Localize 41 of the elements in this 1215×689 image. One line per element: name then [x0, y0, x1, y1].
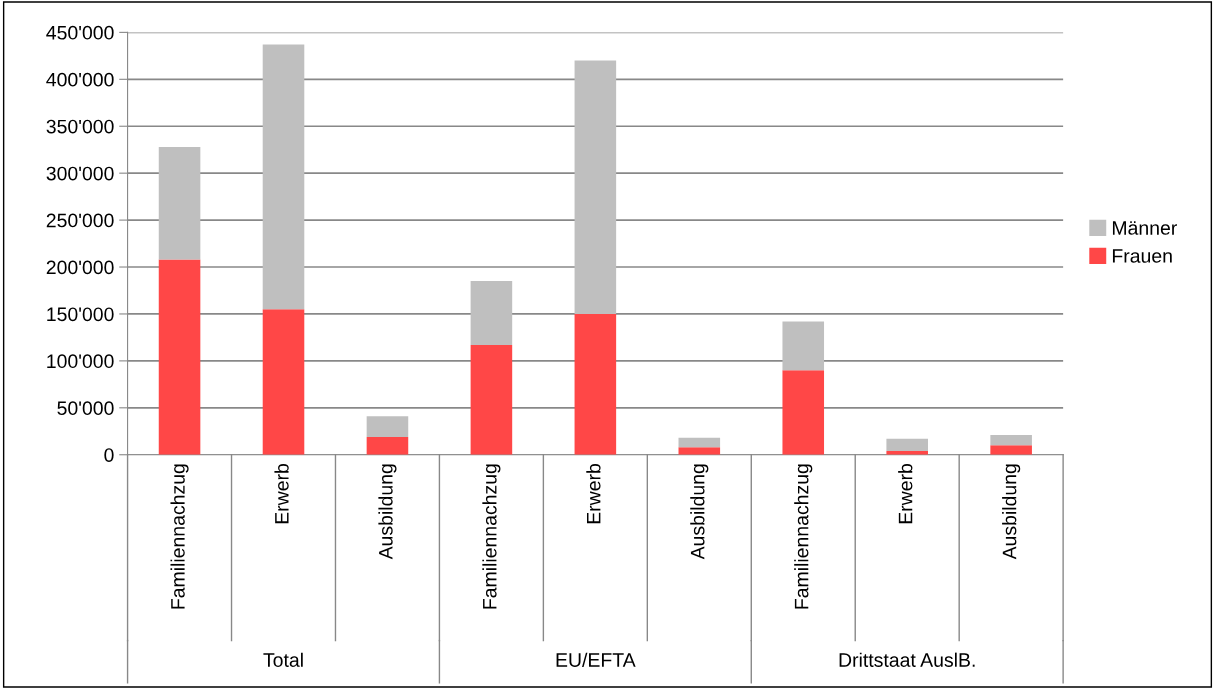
x-tick-label: Erwerb	[586, 464, 601, 524]
bar	[366, 436, 409, 455]
bar	[782, 370, 825, 455]
y-tick-label: 200'000	[46, 260, 114, 275]
bar	[158, 259, 201, 455]
bar	[990, 435, 1032, 446]
legend-label: Frauen	[1112, 249, 1172, 263]
bar	[574, 313, 617, 455]
y-tick-label: 300'000	[46, 166, 114, 181]
y-tick-label: 100'000	[47, 354, 114, 369]
x-tick-label: Erwerb	[898, 464, 913, 524]
text: EU/EFTA	[556, 652, 636, 667]
bar	[574, 60, 617, 314]
bar	[470, 344, 513, 455]
x-tick-label: Familiennachzug	[482, 464, 501, 609]
x-tick-label: Ausbildung	[378, 464, 397, 560]
bar	[262, 44, 305, 310]
bar	[782, 321, 825, 371]
bar	[158, 146, 201, 260]
x-tick-label: Familiennachzug	[794, 464, 813, 609]
bar	[990, 445, 1032, 455]
y-tick-label: 400'000	[46, 72, 114, 87]
bar	[678, 437, 721, 448]
x-tick-label: Ausbildung	[690, 464, 709, 560]
y-tick-label: 250'000	[46, 213, 114, 228]
x-tick-label: Familiennachzug	[170, 464, 189, 609]
x-tick-label: Ausbildung	[1002, 464, 1021, 560]
text: Total	[263, 652, 303, 667]
bar	[886, 438, 928, 451]
y-tick-label: 150'000	[47, 307, 114, 322]
x-tick-label: Erwerb	[274, 464, 289, 524]
bar	[470, 281, 513, 345]
y-tick-label: 50'000	[57, 401, 114, 416]
y-tick-label: 0	[104, 448, 114, 462]
y-tick-label: 450'000	[46, 25, 114, 40]
bar	[366, 416, 409, 437]
legend-label: Männer	[1112, 221, 1177, 235]
bar	[678, 447, 721, 455]
bar	[262, 309, 305, 455]
text: Drittstaat AuslB.	[839, 652, 975, 667]
y-tick-label: 350'000	[46, 119, 114, 134]
